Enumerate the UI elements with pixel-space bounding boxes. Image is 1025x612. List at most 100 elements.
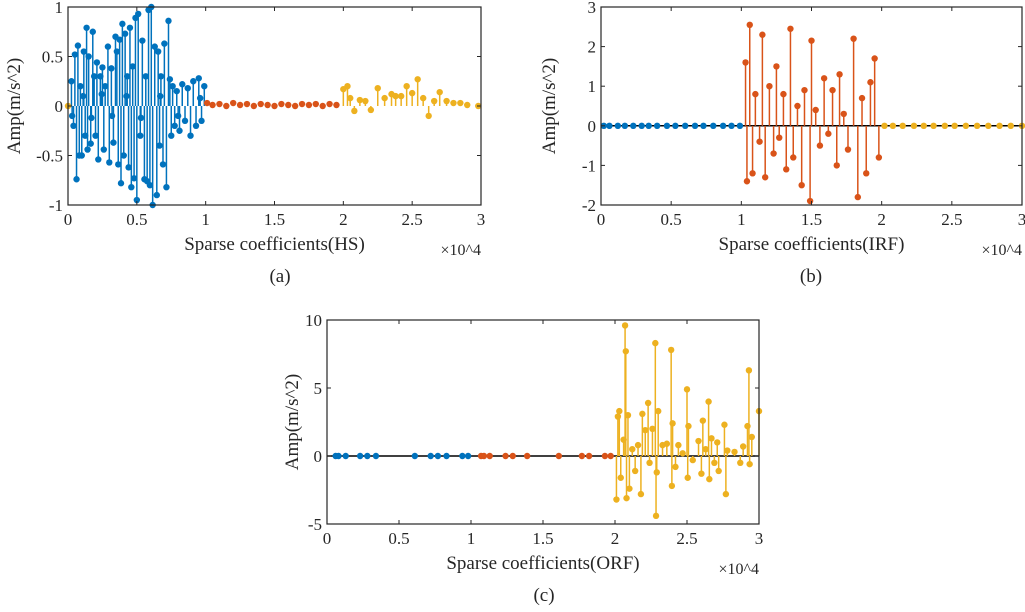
x-tick-label: 0.5: [126, 210, 147, 229]
series-red: [477, 452, 614, 460]
data-point: [137, 114, 145, 122]
data-point: [820, 75, 828, 82]
x-tick-label: 2: [339, 210, 348, 229]
axes-box: [326, 319, 760, 525]
data-point: [70, 122, 77, 129]
data-point: [179, 81, 186, 88]
data-point: [614, 413, 622, 420]
data-point: [139, 37, 146, 44]
x-multiplier: ×10^4: [718, 561, 759, 578]
y-axis-label: Amp(m/s^2): [282, 374, 303, 471]
data-point: [106, 159, 113, 166]
x-multiplier: ×10^4: [981, 242, 1022, 259]
y-tick-label: 0: [55, 97, 64, 116]
data-point: [250, 102, 258, 110]
data-point: [653, 469, 660, 476]
data-point: [646, 459, 653, 466]
data-point: [875, 154, 883, 161]
data-point: [230, 99, 237, 107]
data-point: [930, 122, 937, 129]
data-point: [698, 470, 705, 477]
data-point: [98, 90, 105, 98]
data-point: [374, 84, 381, 92]
data-point: [169, 83, 176, 90]
x-axis-label: Sparse coefficients(ORF): [446, 553, 639, 574]
data-point: [120, 152, 127, 159]
data-point: [459, 452, 466, 460]
data-point: [854, 193, 862, 201]
data-point: [90, 73, 98, 80]
data-point: [171, 122, 178, 129]
data-point: [192, 122, 200, 129]
data-point: [663, 122, 671, 129]
x-tick-label: 1.5: [801, 210, 822, 229]
data-point: [816, 142, 824, 149]
data-point: [689, 456, 696, 464]
data-point: [291, 102, 299, 110]
data-point: [973, 122, 981, 129]
data-point: [737, 459, 744, 466]
data-point: [684, 474, 691, 481]
data-point: [1007, 122, 1014, 129]
data-point: [159, 161, 167, 168]
data-point: [364, 452, 371, 460]
data-point: [243, 100, 251, 108]
series-yellow: [64, 76, 482, 120]
data-point: [156, 142, 163, 149]
data-point: [335, 452, 342, 460]
data-point: [74, 42, 82, 49]
data-point: [367, 106, 375, 114]
data-point: [123, 92, 130, 100]
data-point: [808, 37, 815, 44]
data-point: [787, 25, 794, 32]
data-point: [578, 452, 586, 460]
data-point: [629, 446, 636, 453]
data-point: [168, 132, 175, 139]
data-point: [486, 452, 493, 460]
data-point: [996, 122, 1003, 129]
data-point: [642, 426, 649, 434]
data-point: [695, 437, 702, 445]
data-point: [443, 452, 450, 460]
data-point: [621, 322, 629, 329]
data-point: [151, 43, 158, 50]
data-point: [871, 55, 878, 62]
data-point: [711, 459, 718, 466]
data-point: [157, 73, 165, 80]
data-point: [645, 122, 652, 129]
data-point: [78, 152, 85, 159]
data-point: [638, 122, 645, 129]
data-point: [198, 117, 205, 125]
x-tick-label: 1: [467, 529, 476, 548]
x-tick-label: 1.5: [532, 529, 553, 548]
data-point: [731, 448, 738, 456]
data-point: [649, 425, 656, 432]
x-tick-label: 3: [755, 529, 764, 548]
x-tick-label: 2.5: [941, 210, 962, 229]
data-point: [115, 161, 122, 168]
data-point: [85, 53, 92, 60]
data-point: [806, 197, 814, 205]
data-point: [702, 446, 709, 453]
data-point: [899, 122, 906, 129]
data-point: [766, 83, 773, 90]
data-point: [104, 43, 112, 50]
data-point: [742, 59, 749, 66]
data-point: [624, 412, 632, 419]
data-point: [99, 64, 106, 71]
data-point: [621, 122, 629, 129]
data-point: [708, 435, 715, 442]
data-point: [80, 48, 88, 55]
data-point: [652, 339, 659, 347]
data-point: [617, 474, 624, 481]
data-point: [833, 162, 840, 169]
data-point: [700, 122, 707, 129]
data-point: [68, 78, 75, 85]
series-blue: [600, 122, 744, 129]
data-point: [184, 84, 191, 92]
data-point: [682, 122, 689, 129]
data-point: [783, 166, 790, 173]
data-point: [889, 122, 897, 129]
data-point: [271, 102, 278, 110]
